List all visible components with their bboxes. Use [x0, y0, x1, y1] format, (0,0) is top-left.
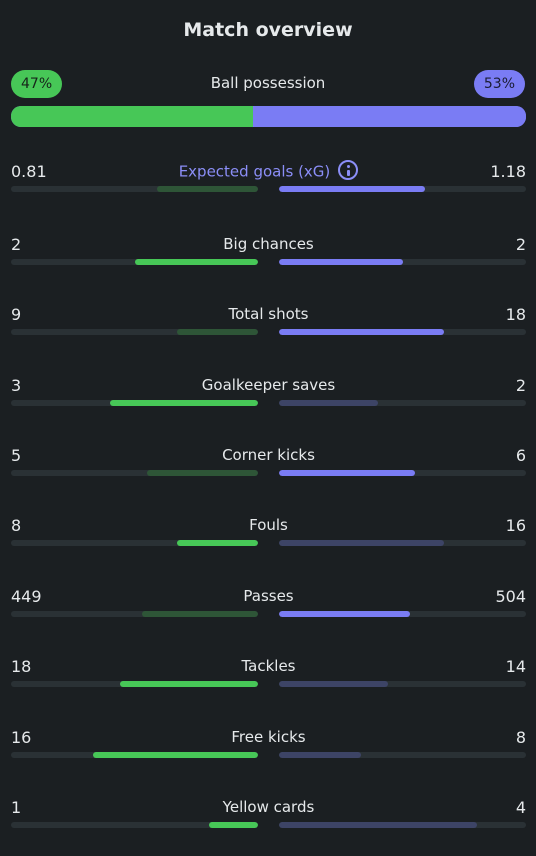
away-bar-fill — [279, 752, 361, 758]
away-value: 8 — [515, 728, 526, 747]
away-value: 14 — [505, 657, 526, 676]
possession-bar — [11, 106, 526, 127]
away-bar-fill — [279, 470, 415, 476]
away-bar-track — [279, 470, 526, 476]
home-bar-fill — [176, 329, 258, 335]
possession-label: Ball possession — [210, 74, 326, 92]
stat-row: 449 Passes 504 — [11, 587, 526, 627]
possession-bar-away — [253, 106, 526, 127]
possession-header: 47% Ball possession 53% — [11, 70, 525, 98]
stat-label-text: Tackles — [241, 657, 296, 675]
stat-label-text: Fouls — [249, 516, 288, 534]
home-bar-fill — [208, 822, 258, 828]
away-bar-track — [279, 752, 526, 758]
home-value: 3 — [11, 376, 22, 395]
away-bar-track — [279, 186, 526, 192]
stat-label-text: Free kicks — [231, 728, 306, 746]
home-value: 1 — [11, 798, 22, 817]
away-bar-fill — [279, 186, 425, 192]
stat-label: Tackles — [11, 657, 526, 675]
page-title: Match overview — [183, 19, 353, 41]
away-value: 2 — [515, 235, 526, 254]
stat-row: 16 Free kicks 8 — [11, 728, 526, 768]
home-bar-fill — [146, 470, 258, 476]
stat-row: 9 Total shots 18 — [11, 305, 526, 345]
home-bar-track — [11, 400, 258, 406]
away-bar-fill — [279, 611, 410, 617]
away-bar-track — [279, 822, 526, 828]
home-bar-track — [11, 752, 258, 758]
away-value: 4 — [515, 798, 526, 817]
away-bar-fill — [279, 259, 403, 265]
home-bar-track — [11, 540, 258, 546]
stat-row: 1 Yellow cards 4 — [11, 798, 526, 838]
home-value: 449 — [11, 587, 42, 606]
stat-row: 5 Corner kicks 6 — [11, 446, 526, 486]
stat-label-text: Corner kicks — [222, 446, 315, 464]
stat-label-text: Expected goals (xG) — [178, 162, 331, 181]
away-bar-fill — [279, 329, 445, 335]
stat-row: 8 Fouls 16 — [11, 516, 526, 556]
home-value: 5 — [11, 446, 22, 465]
home-value: 16 — [11, 728, 32, 747]
home-bar-fill — [109, 400, 258, 406]
away-value: 16 — [505, 516, 526, 535]
home-bar-track — [11, 681, 258, 687]
away-bar-track — [279, 329, 526, 335]
away-bar-fill — [279, 540, 445, 546]
away-value: 18 — [505, 305, 526, 324]
stat-row: 0.81 Expected goals (xG) 1.18 — [11, 160, 526, 202]
away-bar-fill — [279, 681, 388, 687]
stat-label-text: Big chances — [223, 235, 314, 253]
stat-row: 3 Goalkeeper saves 2 — [11, 376, 526, 416]
away-bar-track — [279, 259, 526, 265]
home-value: 18 — [11, 657, 32, 676]
away-bar-track — [279, 681, 526, 687]
home-value: 9 — [11, 305, 22, 324]
home-bar-fill — [141, 611, 258, 617]
stat-row: 18 Tackles 14 — [11, 657, 526, 697]
stat-label: Fouls — [11, 516, 526, 534]
stat-row: 2 Big chances 2 — [11, 235, 526, 275]
away-value: 2 — [515, 376, 526, 395]
away-bar-track — [279, 540, 526, 546]
possession-bar-home — [11, 106, 254, 127]
away-bar-track — [279, 611, 526, 617]
home-bar-fill — [119, 681, 258, 687]
stat-label-text: Total shots — [228, 305, 309, 323]
away-possession-badge: 53% — [473, 70, 525, 98]
home-bar-fill — [92, 752, 258, 758]
stat-label: Yellow cards — [11, 798, 526, 816]
stat-label-text: Goalkeeper saves — [201, 376, 336, 394]
away-value: 6 — [515, 446, 526, 465]
home-value: 8 — [11, 516, 22, 535]
home-bar-track — [11, 611, 258, 617]
stat-label: Passes — [11, 587, 526, 605]
home-bar-track — [11, 470, 258, 476]
home-bar-fill — [134, 259, 258, 265]
away-bar-track — [279, 400, 526, 406]
stat-label: Corner kicks — [11, 446, 526, 464]
away-bar-fill — [279, 822, 477, 828]
stat-label: Goalkeeper saves — [11, 376, 526, 394]
stat-label: Free kicks — [11, 728, 526, 746]
stat-label-text: Yellow cards — [222, 798, 315, 816]
away-value: 1.18 — [490, 162, 526, 181]
stat-label[interactable]: Expected goals (xG) — [11, 160, 526, 182]
home-value: 0.81 — [11, 162, 47, 181]
stat-label-text: Passes — [243, 587, 294, 605]
home-possession-badge: 47% — [11, 70, 63, 98]
home-bar-track — [11, 329, 258, 335]
away-value: 504 — [495, 587, 526, 606]
home-bar-fill — [176, 540, 258, 546]
home-bar-track — [11, 259, 258, 265]
stat-label: Big chances — [11, 235, 526, 253]
away-bar-fill — [279, 400, 378, 406]
home-bar-fill — [156, 186, 258, 192]
stat-label: Total shots — [11, 305, 526, 323]
home-bar-track — [11, 186, 258, 192]
info-icon[interactable] — [338, 160, 359, 180]
home-bar-track — [11, 822, 258, 828]
home-value: 2 — [11, 235, 22, 254]
